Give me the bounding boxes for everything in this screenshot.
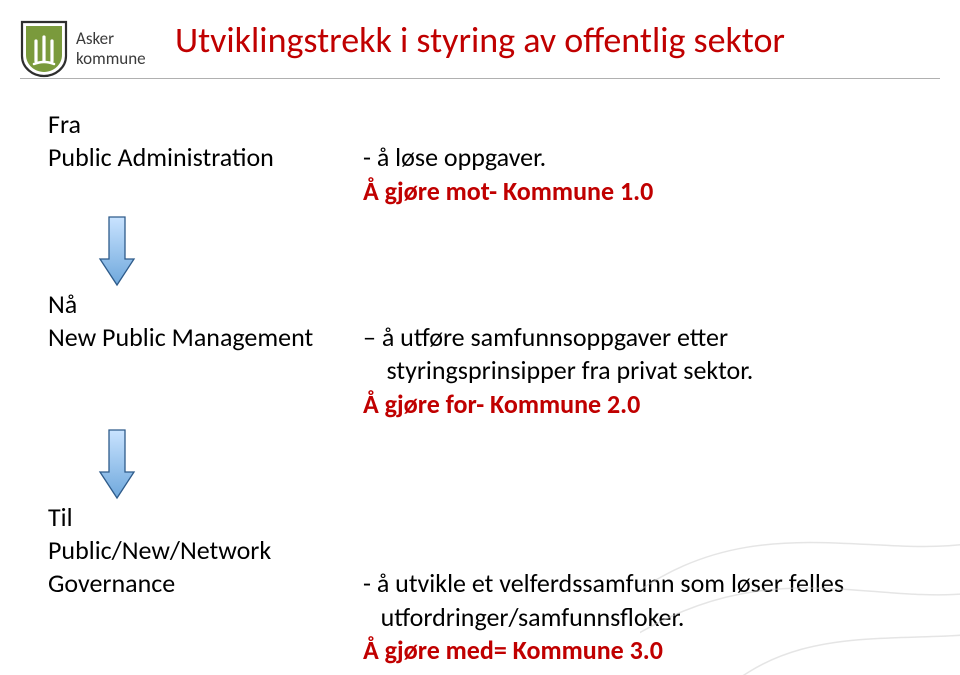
til-desc-1: - å utvikle et velferdssamfunn som løser… — [363, 567, 844, 599]
slide-title: Utviklingstrekk i styring av offentlig s… — [175, 18, 785, 62]
content-area: Fra Public Administration - å løse oppga… — [48, 108, 912, 667]
na-highlight: Å gjøre for- Kommune 2.0 — [363, 388, 640, 420]
fra-heading: Fra — [48, 108, 363, 141]
logo-line1: Asker — [76, 29, 146, 49]
na-desc-1: – å utføre samfunnsoppgaver etter — [363, 321, 728, 353]
na-desc-2: styringsprinsipper fra privat sektor. — [363, 354, 753, 386]
arrow-down-icon — [98, 215, 136, 287]
logo-line2: kommune — [76, 49, 146, 69]
arrow-down-icon — [98, 428, 136, 500]
fra-desc: - å løse oppgaver. — [363, 141, 546, 173]
logo-area: Asker kommune — [20, 20, 146, 78]
til-heading: Til — [48, 501, 363, 534]
fra-label: Public Administration — [48, 141, 363, 174]
til-label-1: Public/New/Network — [48, 534, 363, 567]
na-heading: Nå — [48, 288, 363, 321]
logo-text: Asker kommune — [76, 29, 146, 68]
na-label: New Public Management — [48, 321, 363, 354]
til-label-2: Governance — [48, 567, 363, 600]
shield-icon — [20, 20, 68, 78]
fra-highlight: Å gjøre mot- Kommune 1.0 — [363, 175, 653, 207]
til-highlight: Å gjøre med= Kommune 3.0 — [363, 634, 663, 666]
til-desc-2: utfordringer/samfunnsfloker. — [363, 601, 685, 633]
title-divider — [20, 78, 940, 79]
